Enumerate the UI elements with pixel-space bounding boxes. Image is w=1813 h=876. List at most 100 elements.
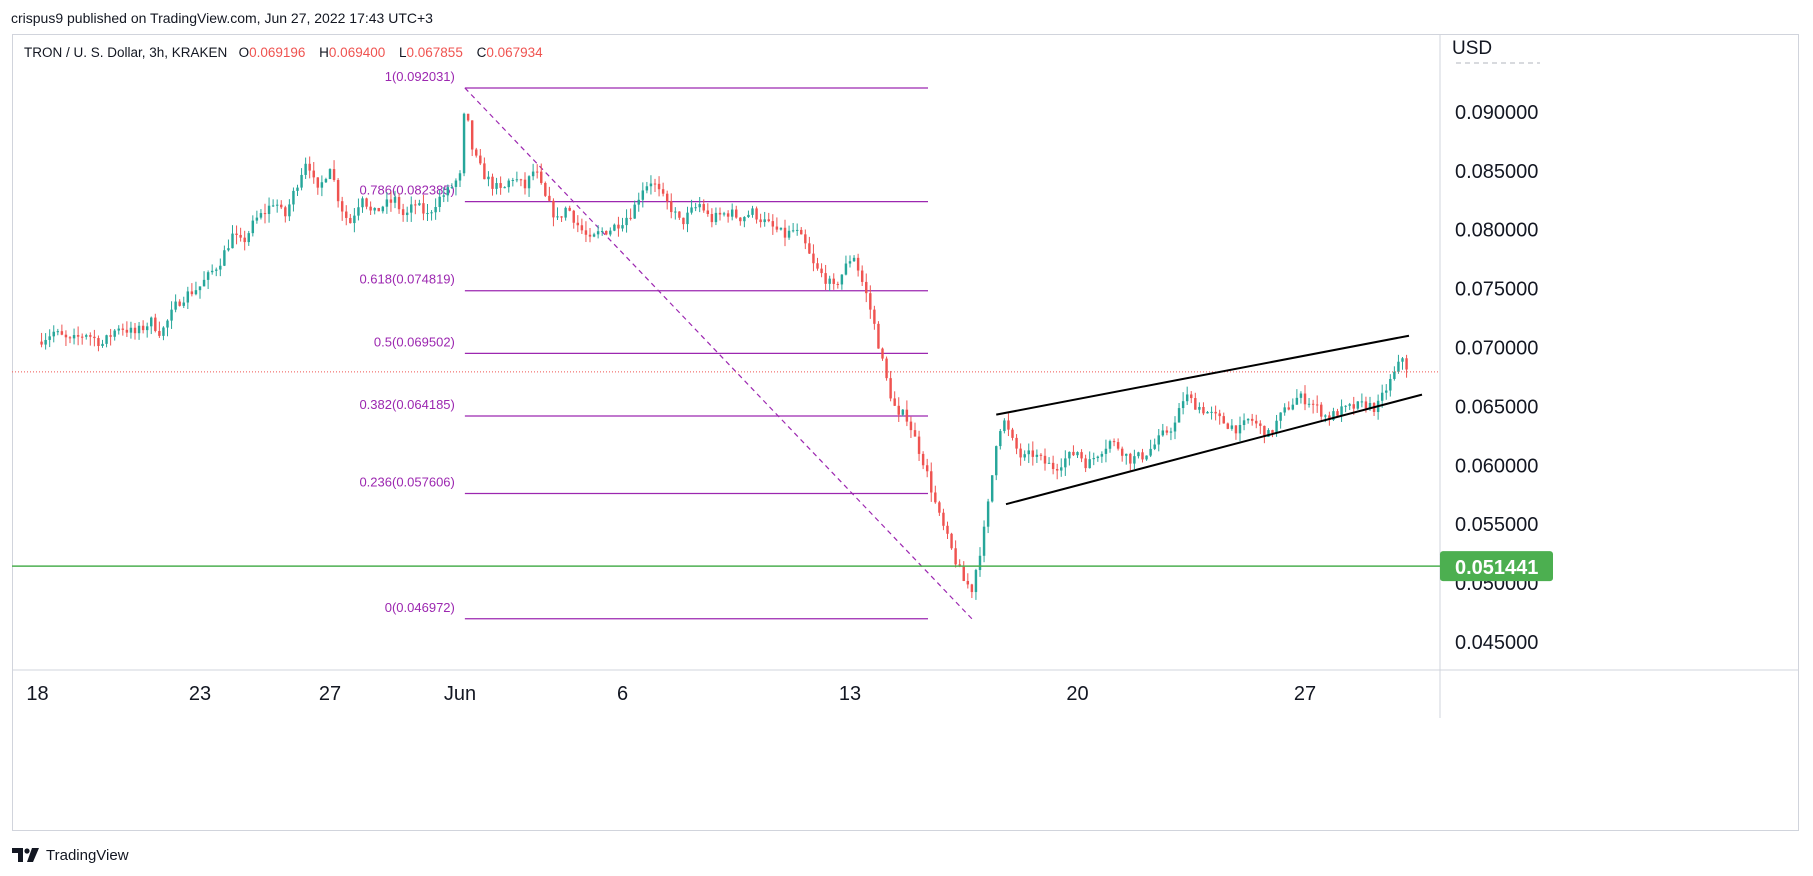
candle-body — [930, 471, 933, 493]
candle-body — [190, 291, 194, 295]
candle-body — [1003, 420, 1006, 432]
candle-body — [1405, 358, 1408, 370]
symbol-legend[interactable]: TRON / U. S. Dollar, 3h, KRAKEN O0.06919… — [24, 45, 553, 60]
candle-body — [442, 195, 445, 197]
candle-body — [129, 327, 133, 333]
y-tick-label: 0.055000 — [1455, 514, 1538, 536]
candle-body — [921, 453, 925, 466]
candle-body — [1051, 462, 1055, 470]
candle-body — [682, 217, 685, 225]
candle-body — [454, 180, 458, 187]
candle-body — [535, 171, 539, 173]
candle-body — [470, 120, 474, 150]
candle-body — [596, 231, 600, 235]
candle-body — [962, 565, 965, 581]
candle-body — [905, 409, 909, 422]
candle-body — [795, 229, 799, 231]
support-price-label: 0.051441 — [1455, 557, 1538, 579]
candle-body — [381, 206, 385, 212]
candle-body — [625, 217, 628, 226]
candle-body — [540, 171, 543, 183]
candle-body — [1307, 403, 1311, 405]
candle-body — [653, 183, 657, 185]
candle-body — [1157, 435, 1160, 445]
candle-body — [158, 330, 161, 336]
candle-body — [357, 207, 360, 216]
candle-body — [1031, 450, 1035, 457]
candle-body — [320, 182, 324, 188]
candle-body — [938, 502, 941, 513]
candle-body — [1315, 404, 1319, 406]
candle-body — [592, 234, 596, 237]
tradingview-logo[interactable]: TradingView — [12, 844, 129, 866]
candle-body — [1202, 406, 1205, 414]
candle-body — [747, 214, 750, 218]
candle-body — [56, 331, 60, 333]
candle-body — [1011, 429, 1014, 438]
candle-body — [186, 291, 190, 303]
candle-body — [873, 309, 876, 324]
candle-body — [641, 190, 645, 200]
candle-body — [568, 207, 571, 211]
candle-body — [336, 179, 340, 202]
candle-body — [137, 325, 141, 334]
candle-body — [779, 227, 783, 230]
candle-body — [621, 225, 624, 229]
candle-body — [1019, 448, 1022, 458]
candle-body — [44, 339, 47, 345]
candle-body — [1267, 430, 1270, 437]
candle-body — [674, 211, 677, 213]
candle-body — [1320, 404, 1323, 417]
y-tick-label: 0.075000 — [1455, 279, 1538, 301]
candle-body — [479, 155, 482, 164]
candle-body — [1299, 393, 1303, 398]
candle-body — [373, 207, 376, 211]
candle-body — [1246, 418, 1250, 421]
candle-body — [995, 446, 998, 476]
symbol-name: TRON / U. S. Dollar, 3h, KRAKEN — [24, 45, 228, 60]
candle-body — [1389, 378, 1392, 391]
candle-body — [316, 177, 320, 188]
support-price-tag[interactable] — [1440, 551, 1553, 582]
candle-body — [275, 204, 279, 206]
candle-body — [393, 197, 397, 203]
candle-body — [1149, 448, 1152, 456]
candle-body — [231, 233, 234, 249]
y-tick-label: 0.065000 — [1455, 396, 1538, 418]
candle-body — [966, 580, 970, 585]
candle-body — [345, 211, 348, 218]
candle-body — [117, 328, 120, 331]
candle-body — [101, 343, 104, 346]
candle-body — [1161, 430, 1165, 436]
candle-body — [458, 173, 462, 181]
candle-body — [1283, 407, 1286, 413]
candle-body — [1072, 451, 1075, 456]
candle-body — [369, 206, 372, 211]
candle-body — [263, 213, 267, 215]
candle-body — [1336, 411, 1339, 416]
candle-body — [1112, 441, 1116, 443]
candle-body — [580, 225, 584, 231]
candle-body — [1120, 448, 1124, 456]
candle-body — [1348, 404, 1351, 406]
candle-body — [544, 182, 547, 196]
candle-body — [1250, 418, 1254, 421]
candle-body — [243, 237, 246, 243]
candle-body — [633, 204, 636, 219]
candle-body — [1352, 404, 1355, 409]
candle-body — [698, 204, 701, 208]
candle-body — [722, 213, 726, 215]
candle-body — [649, 183, 653, 187]
candle-body — [255, 217, 259, 221]
price-axis: USD 0.090000 0.085000 0.080000 0.075000 0.070… — [1440, 38, 1553, 654]
x-tick-label: 27 — [1294, 683, 1316, 705]
candle-body — [503, 187, 506, 189]
grid-layer — [12, 34, 1799, 718]
tradingview-brand-text: TradingView — [46, 846, 129, 864]
candle-body — [72, 335, 76, 339]
candle-body — [1190, 394, 1193, 399]
candle-body — [560, 216, 563, 218]
candle-body — [751, 208, 754, 215]
candle-body — [491, 176, 494, 189]
